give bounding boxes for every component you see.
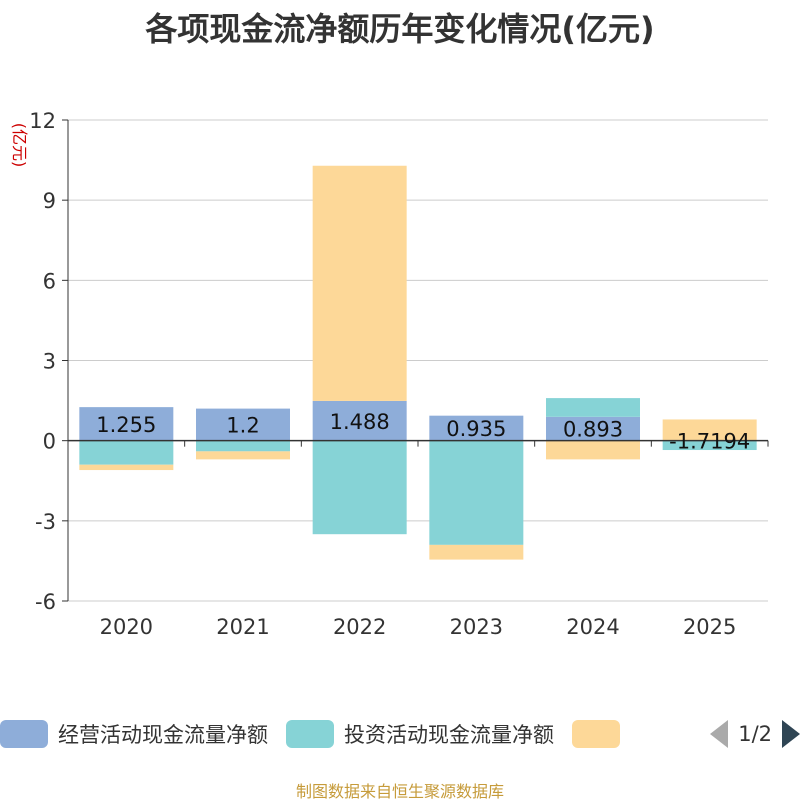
bar-segment-1-2021: [196, 441, 290, 452]
bar-segment-1-2022: [313, 441, 407, 535]
legend-pager: 1/2: [710, 720, 800, 748]
y-tick-label: -3: [35, 510, 56, 534]
data-source-note: 制图数据来自恒生聚源数据库: [0, 778, 800, 802]
data-label: 1.2: [226, 414, 259, 438]
y-tick-label: 9: [43, 189, 56, 213]
bar-segment-1-2023: [429, 441, 523, 545]
legend-item-financing[interactable]: [572, 720, 630, 748]
x-tick-label: 2024: [566, 615, 619, 639]
x-tick-label: 2025: [683, 615, 736, 639]
bar-segment-2-2023: [429, 545, 523, 560]
bar-segment-2-2020: [79, 465, 173, 470]
legend: 经营活动现金流量净额 投资活动现金流量净额 1/2: [0, 716, 800, 752]
x-tick-label: 2020: [100, 615, 153, 639]
legend-item-operating[interactable]: 经营活动现金流量净额: [0, 719, 268, 749]
data-label: 0.935: [446, 417, 506, 441]
y-tick-label: 12: [29, 109, 56, 133]
data-label: 1.255: [96, 413, 156, 437]
y-axis-label: (亿元): [10, 123, 29, 168]
bar-segment-2-2022: [313, 166, 407, 401]
legend-item-investing[interactable]: 投资活动现金流量净额: [286, 719, 554, 749]
bar-segment-2-2021: [196, 451, 290, 459]
legend-next-icon[interactable]: [782, 720, 800, 748]
y-tick-label: 6: [43, 269, 56, 293]
x-tick-label: 2021: [216, 615, 269, 639]
legend-swatch-financing: [572, 720, 620, 748]
y-tick-label: 3: [43, 350, 56, 374]
x-tick-label: 2022: [333, 615, 386, 639]
legend-label-operating: 经营活动现金流量净额: [58, 719, 268, 749]
data-label: 1.488: [330, 410, 390, 434]
legend-prev-icon[interactable]: [710, 720, 728, 748]
legend-label-investing: 投资活动现金流量净额: [344, 719, 554, 749]
legend-page-indicator: 1/2: [738, 722, 772, 746]
bar-segment-1-2020: [79, 441, 173, 465]
data-label: -1.7194: [669, 429, 750, 453]
y-tick-label: -6: [35, 590, 56, 614]
y-tick-label: 0: [43, 430, 56, 454]
chart-canvas: -6 -3 0 3 6 9 12(亿元) 2020 2021 2022 2023 2024 2025 1.…: [0, 0, 800, 700]
legend-swatch-investing: [286, 720, 334, 748]
data-label: 0.893: [563, 418, 623, 442]
bar-segment-1-2024: [546, 398, 640, 417]
x-tick-label: 2023: [450, 615, 503, 639]
bar-segment-2-2024: [546, 441, 640, 460]
legend-swatch-operating: [0, 720, 48, 748]
